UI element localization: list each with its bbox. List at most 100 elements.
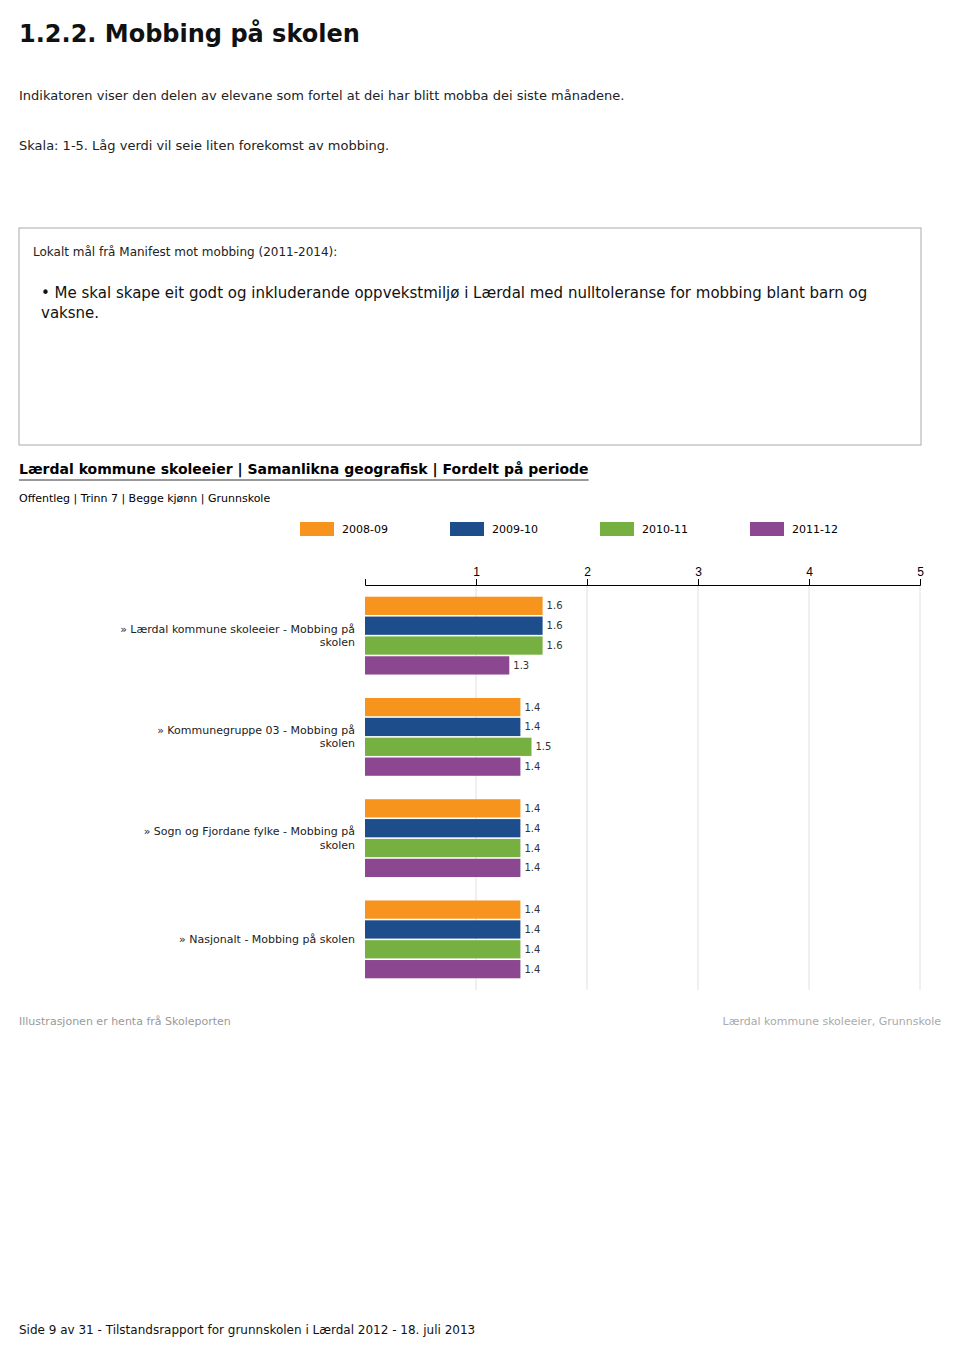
chart-title-underline bbox=[19, 480, 589, 481]
legend-swatch bbox=[600, 522, 634, 536]
x-tick: 5 bbox=[917, 565, 924, 585]
legend-item: 2010-11 bbox=[600, 522, 688, 536]
x-axis-line bbox=[366, 579, 921, 586]
bar bbox=[365, 960, 520, 978]
category-label: » Kommunegruppe 03 - Mobbing påskolen bbox=[157, 724, 355, 750]
category-label-line: skolen bbox=[320, 636, 355, 649]
bar bbox=[365, 656, 509, 674]
data-label: 1.4 bbox=[524, 862, 540, 873]
legend-swatch bbox=[450, 522, 484, 536]
x-tick-label: 4 bbox=[806, 565, 813, 579]
data-label: 1.4 bbox=[524, 823, 540, 834]
bar bbox=[365, 819, 520, 837]
legend-item: 2011-12 bbox=[750, 522, 838, 536]
legend-item: 2009-10 bbox=[450, 522, 538, 536]
watermark: Lærdal kommune skoleeier, Grunnskole bbox=[723, 1015, 942, 1028]
x-tick: 1 bbox=[473, 565, 480, 585]
bar bbox=[365, 718, 520, 736]
category-label-line: skolen bbox=[320, 839, 355, 852]
bar-series bbox=[365, 617, 543, 939]
bar bbox=[365, 920, 520, 938]
scale-text: Skala: 1-5. Låg verdi vil seie liten for… bbox=[19, 138, 389, 153]
bar bbox=[365, 597, 543, 615]
category-label-line: » Kommunegruppe 03 - Mobbing på bbox=[157, 724, 355, 737]
footer: Side 9 av 31 - Tilstandsrapport for grun… bbox=[19, 1323, 475, 1337]
legend-swatch bbox=[750, 522, 784, 536]
box-header: Lokalt mål frå Manifest mot mobbing (201… bbox=[33, 245, 337, 259]
x-tick: 4 bbox=[806, 565, 813, 585]
x-tick-mark bbox=[809, 579, 810, 585]
chart-subtitle: Offentleg | Trinn 7 | Begge kjønn | Grun… bbox=[19, 492, 270, 505]
data-label: 1.4 bbox=[524, 944, 540, 955]
bars bbox=[365, 597, 543, 979]
text-line: vaksne. bbox=[41, 304, 99, 322]
data-label: 1.4 bbox=[524, 702, 540, 713]
legend-label: 2009-10 bbox=[492, 523, 538, 536]
bar bbox=[365, 940, 520, 958]
grid-line bbox=[809, 585, 810, 990]
bar-series bbox=[365, 597, 543, 919]
x-tick-label: 1 bbox=[473, 565, 480, 579]
category-label-line: » Sogn og Fjordane fylke - Mobbing på bbox=[144, 825, 355, 838]
category-label-line: » Nasjonalt - Mobbing på skolen bbox=[179, 933, 355, 946]
data-label: 1.4 bbox=[524, 924, 540, 935]
bar-series bbox=[365, 656, 520, 978]
data-label: 1.4 bbox=[524, 761, 540, 772]
data-label: 1.6 bbox=[547, 600, 563, 611]
footnote: Illustrasjonen er henta frå Skoleporten bbox=[19, 1015, 231, 1028]
bar bbox=[365, 839, 520, 857]
text-line: • Me skal skape eit godt og inkluderande… bbox=[41, 284, 867, 302]
bar bbox=[365, 636, 543, 654]
goal-box bbox=[19, 228, 921, 445]
bar bbox=[365, 799, 520, 817]
box-bullet: • Me skal skape eit godt og inkluderande… bbox=[41, 284, 867, 322]
x-tick-mark bbox=[698, 579, 699, 585]
category-label: » Nasjonalt - Mobbing på skolen bbox=[179, 933, 355, 946]
x-tick: 2 bbox=[584, 565, 591, 585]
page: 1.2.2. Mobbing på skolen Indikatoren vise… bbox=[0, 0, 960, 1356]
data-label: 1.4 bbox=[524, 721, 540, 732]
category-label: » Lærdal kommune skoleeier - Mobbing pås… bbox=[120, 623, 355, 649]
intro-text: Indikatoren viser den delen av elevane s… bbox=[19, 88, 624, 103]
grid-line bbox=[587, 585, 588, 990]
data-label: 1.4 bbox=[524, 803, 540, 814]
plot: 123451.61.41.41.41.61.41.41.41.61.51.41.… bbox=[365, 565, 924, 990]
legend-label: 2010-11 bbox=[642, 523, 688, 536]
category-label-line: skolen bbox=[320, 737, 355, 750]
bar bbox=[365, 617, 543, 635]
bar-series bbox=[365, 636, 543, 958]
category-labels: » Lærdal kommune skoleeier - Mobbing pås… bbox=[120, 623, 355, 946]
legend-swatch bbox=[300, 522, 334, 536]
x-tick-mark bbox=[587, 579, 588, 585]
text-line: Indikatoren viser den delen av elevane s… bbox=[19, 88, 624, 103]
title: 1.2.2. Mobbing på skolen bbox=[19, 19, 360, 48]
data-label: 1.4 bbox=[524, 904, 540, 915]
category-label-line: » Lærdal kommune skoleeier - Mobbing på bbox=[120, 623, 355, 636]
x-tick-mark bbox=[920, 579, 921, 585]
legend-label: 2011-12 bbox=[792, 523, 838, 536]
data-label: 1.4 bbox=[524, 843, 540, 854]
bar bbox=[365, 758, 520, 776]
category-label: » Sogn og Fjordane fylke - Mobbing påsko… bbox=[144, 825, 355, 851]
legend-label: 2008-09 bbox=[342, 523, 388, 536]
legend-item: 2008-09 bbox=[300, 522, 388, 536]
x-tick-label: 2 bbox=[584, 565, 591, 579]
grid-line bbox=[920, 585, 921, 990]
x-tick-label: 5 bbox=[917, 565, 924, 579]
x-tick: 3 bbox=[695, 565, 702, 585]
data-label: 1.3 bbox=[513, 660, 529, 671]
data-label: 1.6 bbox=[547, 640, 563, 651]
data-labels: 1.6 1.4 1.4 1.4 1.6 1.4 1.4 1.4 1.6 1.5 1.4 1.4 1.3 1… bbox=[513, 600, 562, 974]
data-label: 1.5 bbox=[536, 741, 552, 752]
bar bbox=[365, 738, 532, 756]
legend: 2008-09 2009-10 2010-11 2011-12 bbox=[300, 522, 838, 536]
x-axis: 1 2 3 4 5 bbox=[366, 565, 925, 586]
x-tick-label: 3 bbox=[695, 565, 702, 579]
x-tick-mark bbox=[476, 579, 477, 585]
bar bbox=[365, 859, 520, 877]
data-label: 1.6 bbox=[547, 620, 563, 631]
chart-title: Lærdal kommune skoleeier | Samanlikna ge… bbox=[19, 461, 589, 478]
data-label: 1.4 bbox=[524, 964, 540, 975]
bar bbox=[365, 900, 520, 918]
bar bbox=[365, 698, 520, 716]
